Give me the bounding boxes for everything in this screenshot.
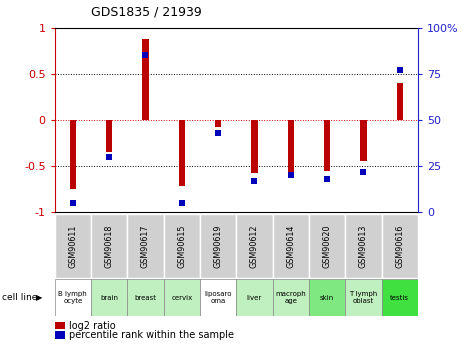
Text: T lymph
oblast: T lymph oblast — [350, 291, 378, 304]
Bar — [200, 279, 237, 316]
Bar — [381, 279, 418, 316]
Bar — [237, 279, 273, 316]
Text: GSM90620: GSM90620 — [323, 224, 332, 268]
Text: GSM90614: GSM90614 — [286, 224, 295, 267]
Bar — [273, 214, 309, 278]
Bar — [200, 214, 237, 278]
Text: liver: liver — [247, 295, 262, 300]
Point — [105, 154, 113, 159]
Bar — [163, 214, 200, 278]
Text: GDS1835 / 21939: GDS1835 / 21939 — [91, 6, 202, 19]
Text: skin: skin — [320, 295, 334, 300]
Bar — [360, 120, 367, 161]
Text: GSM90615: GSM90615 — [177, 224, 186, 268]
Bar — [215, 120, 221, 127]
Text: testis: testis — [390, 295, 409, 300]
Bar — [381, 214, 418, 278]
Text: log2 ratio: log2 ratio — [69, 321, 115, 331]
Text: cell line: cell line — [2, 293, 38, 302]
Text: percentile rank within the sample: percentile rank within the sample — [69, 330, 234, 340]
Bar — [163, 279, 200, 316]
Bar — [91, 214, 127, 278]
Text: GSM90612: GSM90612 — [250, 224, 259, 268]
Bar — [237, 214, 273, 278]
Bar — [127, 214, 163, 278]
Point — [323, 176, 331, 182]
Point — [396, 67, 404, 73]
Bar — [91, 279, 127, 316]
Bar — [55, 214, 91, 278]
Text: GSM90617: GSM90617 — [141, 224, 150, 268]
Bar — [69, 120, 76, 189]
Point — [178, 200, 186, 206]
Point — [214, 130, 222, 136]
Bar — [179, 120, 185, 186]
Bar — [397, 83, 403, 120]
Bar — [309, 279, 345, 316]
Text: cervix: cervix — [171, 295, 192, 300]
Bar — [106, 120, 113, 152]
Point — [251, 178, 258, 184]
Text: macroph
age: macroph age — [276, 291, 306, 304]
Text: breast: breast — [134, 295, 156, 300]
Text: liposaro
oma: liposaro oma — [204, 291, 232, 304]
Text: GSM90619: GSM90619 — [214, 224, 223, 268]
Bar — [127, 279, 163, 316]
Text: GSM90613: GSM90613 — [359, 224, 368, 267]
Bar — [142, 39, 149, 120]
Text: B lymph
ocyte: B lymph ocyte — [58, 291, 87, 304]
Bar — [251, 120, 258, 174]
Point — [287, 172, 294, 178]
Bar — [309, 214, 345, 278]
Bar — [273, 279, 309, 316]
Text: ▶: ▶ — [36, 293, 42, 302]
Point — [142, 52, 149, 58]
Text: GSM90618: GSM90618 — [104, 224, 114, 267]
Point — [360, 169, 367, 174]
Bar — [345, 214, 381, 278]
Bar — [324, 120, 331, 171]
Text: brain: brain — [100, 295, 118, 300]
Text: GSM90611: GSM90611 — [68, 224, 77, 267]
Bar — [55, 279, 91, 316]
Point — [69, 200, 76, 206]
Text: GSM90616: GSM90616 — [395, 224, 404, 267]
Bar — [345, 279, 381, 316]
Bar — [287, 120, 294, 177]
